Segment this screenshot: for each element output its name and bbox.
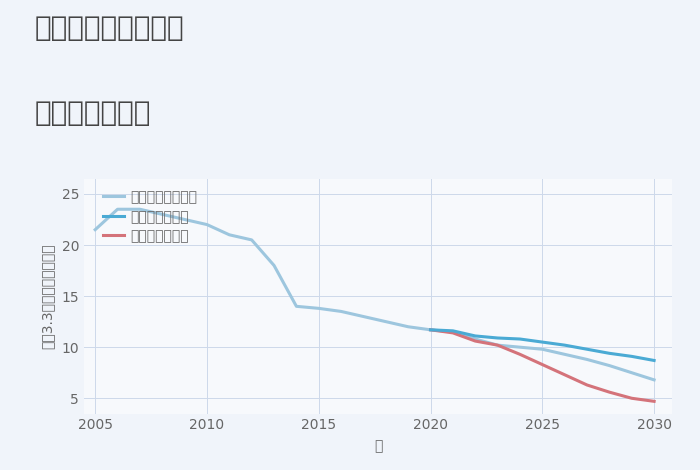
グッドシナリオ [606,351,614,356]
ノーマルシナリオ [426,327,435,333]
Line: グッドシナリオ: グッドシナリオ [430,330,654,360]
ノーマルシナリオ [561,352,569,357]
グッドシナリオ [583,346,592,352]
ノーマルシナリオ [337,309,345,314]
ノーマルシナリオ [516,345,524,350]
Text: 土地の価格推移: 土地の価格推移 [35,99,151,127]
バッドシナリオ [561,372,569,377]
バッドシナリオ [426,327,435,333]
バッドシナリオ [650,399,658,404]
ノーマルシナリオ [158,212,167,217]
バッドシナリオ [628,395,636,401]
バッドシナリオ [449,330,457,336]
ノーマルシナリオ [471,336,480,342]
ノーマルシナリオ [225,232,234,238]
ノーマルシナリオ [650,377,658,383]
ノーマルシナリオ [270,263,278,268]
ノーマルシナリオ [314,306,323,311]
ノーマルシナリオ [404,324,412,329]
バッドシナリオ [606,389,614,395]
グッドシナリオ [449,328,457,334]
バッドシナリオ [494,342,502,348]
グッドシナリオ [650,358,658,363]
グッドシナリオ [538,339,547,345]
ノーマルシナリオ [583,357,592,362]
グッドシナリオ [426,327,435,333]
グッドシナリオ [494,335,502,341]
ノーマルシナリオ [248,237,256,243]
ノーマルシナリオ [449,329,457,335]
グッドシナリオ [628,353,636,359]
X-axis label: 年: 年 [374,439,382,454]
グッドシナリオ [471,333,480,339]
ノーマルシナリオ [292,304,300,309]
Text: 三重県伊賀市千歳の: 三重県伊賀市千歳の [35,14,185,42]
Line: ノーマルシナリオ: ノーマルシナリオ [95,209,654,380]
ノーマルシナリオ [136,206,144,212]
ノーマルシナリオ [606,363,614,368]
グッドシナリオ [561,342,569,348]
ノーマルシナリオ [628,370,636,376]
ノーマルシナリオ [494,342,502,348]
バッドシナリオ [538,362,547,368]
バッドシナリオ [583,382,592,388]
Line: バッドシナリオ: バッドシナリオ [430,330,654,401]
Y-axis label: 平（3.3㎡）単価（万円）: 平（3.3㎡）単価（万円） [41,243,55,349]
ノーマルシナリオ [538,346,547,352]
Legend: ノーマルシナリオ, グッドシナリオ, バッドシナリオ: ノーマルシナリオ, グッドシナリオ, バッドシナリオ [103,190,197,243]
ノーマルシナリオ [91,227,99,233]
バッドシナリオ [471,338,480,344]
グッドシナリオ [516,336,524,342]
バッドシナリオ [516,352,524,357]
ノーマルシナリオ [181,217,189,222]
ノーマルシナリオ [203,222,211,227]
ノーマルシナリオ [382,319,390,324]
ノーマルシナリオ [113,206,122,212]
ノーマルシナリオ [359,313,368,319]
